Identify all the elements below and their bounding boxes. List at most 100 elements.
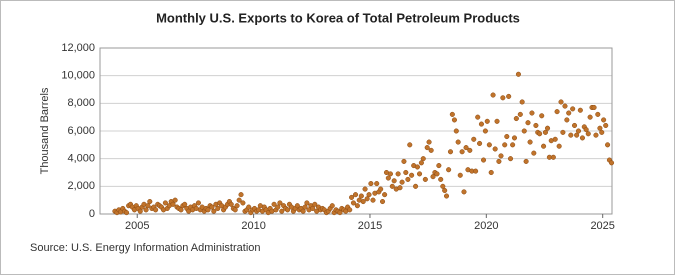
data-point <box>473 168 479 174</box>
data-point <box>486 142 492 148</box>
data-point <box>153 207 159 213</box>
data-point <box>537 131 543 137</box>
data-point <box>477 140 483 146</box>
data-point <box>350 200 356 206</box>
data-point <box>527 139 533 145</box>
data-point <box>366 192 372 198</box>
data-point <box>451 117 457 123</box>
data-point <box>310 205 316 212</box>
data-point <box>517 111 523 117</box>
data-point <box>172 197 178 203</box>
data-point <box>463 145 469 151</box>
data-point <box>556 143 562 149</box>
data-point <box>360 199 366 205</box>
data-point <box>354 203 360 209</box>
data-point <box>329 203 335 209</box>
x-tick-label: 2025 <box>590 220 614 232</box>
data-point <box>533 122 539 129</box>
data-point <box>542 129 548 135</box>
data-point <box>277 200 283 206</box>
data-point <box>246 204 252 210</box>
data-point <box>236 197 242 203</box>
data-point <box>430 174 436 180</box>
data-point <box>416 171 423 177</box>
data-point <box>544 125 551 131</box>
data-point <box>539 113 545 119</box>
data-point <box>385 175 391 181</box>
data-point <box>521 128 527 134</box>
data-point <box>368 181 374 187</box>
data-point <box>494 118 500 124</box>
data-point <box>566 110 572 116</box>
data-point <box>467 147 473 153</box>
data-point <box>480 157 487 163</box>
data-point <box>379 199 386 205</box>
source-note: Source: U.S. Energy Information Administ… <box>30 242 261 254</box>
x-tick-label: 2020 <box>474 220 498 232</box>
data-point <box>387 171 393 177</box>
data-point <box>597 125 603 131</box>
data-point <box>234 203 240 209</box>
data-point <box>579 135 585 141</box>
data-point <box>442 187 448 194</box>
data-point <box>484 118 490 124</box>
data-point <box>585 131 591 137</box>
data-point <box>162 200 168 206</box>
data-point <box>564 117 570 123</box>
data-point <box>498 153 504 159</box>
data-point <box>352 192 359 198</box>
data-point <box>271 201 277 207</box>
data-point <box>389 183 395 189</box>
x-tick-label: 2005 <box>125 220 149 232</box>
data-point <box>502 142 508 148</box>
data-point <box>504 133 510 140</box>
data-point <box>558 99 564 105</box>
data-point <box>358 193 364 199</box>
data-point <box>511 135 518 141</box>
data-point <box>552 136 558 142</box>
data-point <box>523 158 529 164</box>
data-point <box>568 132 574 138</box>
data-point <box>571 122 578 129</box>
data-point <box>418 160 424 166</box>
data-point <box>275 204 281 210</box>
data-point <box>215 205 221 212</box>
data-point <box>424 145 430 151</box>
data-point <box>426 139 432 145</box>
data-point <box>554 109 560 115</box>
data-point <box>240 200 246 206</box>
data-point <box>405 176 411 182</box>
data-point <box>347 207 353 213</box>
data-point <box>587 114 593 120</box>
data-point <box>506 93 512 99</box>
data-point <box>478 121 484 127</box>
data-point <box>378 186 384 192</box>
data-point <box>438 176 444 182</box>
data-point <box>541 143 547 149</box>
data-point <box>525 120 531 126</box>
y-tick-label: 10,000 <box>61 70 95 82</box>
data-point <box>575 128 582 134</box>
data-point <box>401 158 407 164</box>
data-point <box>302 204 308 210</box>
data-point <box>413 183 419 189</box>
data-point <box>300 208 306 214</box>
data-point <box>510 142 516 148</box>
data-point <box>475 114 481 120</box>
data-point <box>577 107 583 113</box>
data-point <box>422 176 428 182</box>
data-point <box>513 116 519 122</box>
data-point <box>595 111 601 117</box>
data-point <box>178 207 184 213</box>
y-tick-label: 0 <box>89 208 95 220</box>
data-point <box>492 146 498 152</box>
data-point <box>459 149 465 155</box>
data-point <box>436 163 442 169</box>
data-point <box>496 158 502 164</box>
x-tick-label: 2010 <box>241 220 265 232</box>
data-point <box>205 207 211 213</box>
y-tick-label: 6,000 <box>67 125 95 137</box>
data-point <box>294 203 300 209</box>
data-point <box>482 128 488 134</box>
